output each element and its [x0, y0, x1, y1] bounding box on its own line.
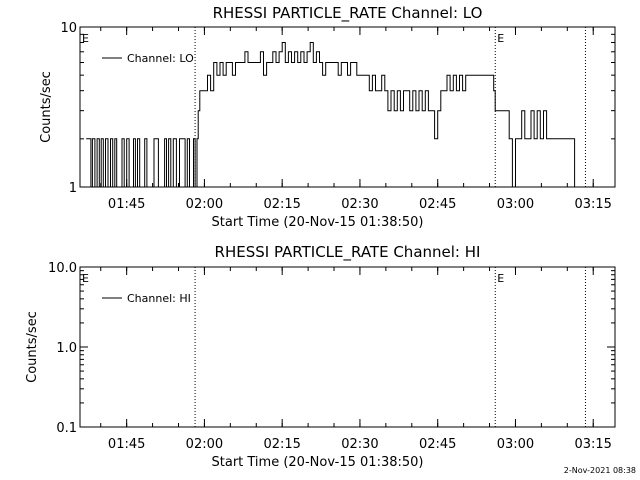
- x-tick-label: 02:15: [263, 197, 300, 212]
- y-axis-label: Counts/sec: [25, 311, 40, 383]
- x-axis-label: Start Time (20-Nov-15 01:38:50): [212, 215, 424, 230]
- plot-frame: [79, 266, 616, 428]
- corner-event-marker: E: [82, 32, 89, 45]
- y-axis-label: Counts/sec: [39, 71, 54, 143]
- x-axis-label: Start Time (20-Nov-15 01:38:50): [212, 455, 424, 470]
- x-tick-label: 02:15: [263, 437, 300, 452]
- x-tick-label: 03:15: [574, 437, 611, 452]
- y-tick-label: 10.0: [48, 261, 77, 276]
- legend-label: Channel: HI: [127, 292, 191, 305]
- chart-title: RHESSI PARTICLE_RATE Channel: HI: [215, 243, 481, 262]
- corner-event-marker: E: [82, 272, 89, 285]
- x-tick-label: 03:00: [497, 197, 534, 212]
- x-tick-label: 02:30: [341, 437, 378, 452]
- y-tick-label: 1: [69, 181, 77, 196]
- x-tick-label: 02:00: [186, 197, 223, 212]
- event-label: E: [497, 32, 504, 45]
- x-tick-label: 02:00: [186, 437, 223, 452]
- chart-title: RHESSI PARTICLE_RATE Channel: LO: [213, 4, 483, 23]
- x-tick-label: 02:30: [341, 197, 378, 212]
- footer-timestamp: 2-Nov-2021 08:38: [563, 466, 636, 475]
- x-tick-label: 03:00: [497, 437, 534, 452]
- x-tick-label: 03:15: [574, 197, 611, 212]
- x-tick-label: 02:45: [419, 437, 456, 452]
- x-tick-label: 01:45: [108, 197, 145, 212]
- plot-frame: [79, 26, 616, 188]
- y-tick-label: 0.1: [56, 421, 77, 436]
- legend-label: Channel: LO: [127, 52, 194, 65]
- series-line-1: [86, 42, 576, 188]
- x-tick-label: 02:45: [419, 197, 456, 212]
- y-tick-label: 10: [60, 21, 77, 36]
- event-label: E: [497, 272, 504, 285]
- y-tick-label: 1.0: [56, 341, 77, 356]
- x-tick-label: 01:45: [108, 437, 145, 452]
